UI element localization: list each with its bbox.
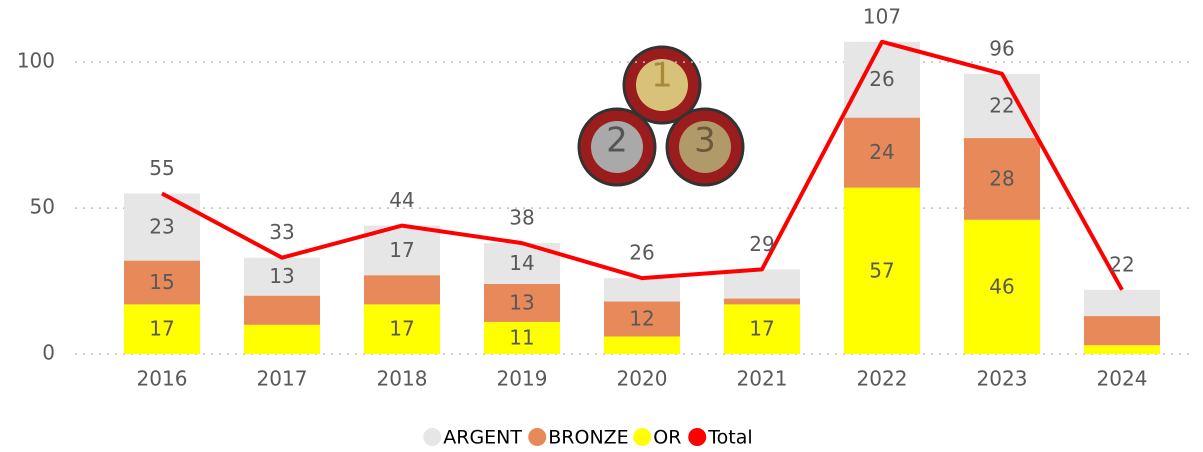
x-tick-label: 2022 [857, 367, 908, 391]
total-label: 29 [749, 232, 774, 256]
bar-segment [724, 269, 800, 298]
data-label: 17 [149, 317, 174, 341]
x-tick-label: 2021 [737, 367, 788, 391]
data-label: 46 [989, 274, 1014, 298]
data-label: 17 [389, 317, 414, 341]
legend-swatch [423, 428, 441, 446]
total-label: 107 [863, 4, 901, 28]
bar-segment [1084, 290, 1160, 316]
svg-text:1: 1 [651, 56, 673, 96]
bar-segment [604, 278, 680, 301]
legend-label: ARGENT [443, 427, 522, 449]
legend-label: Total [707, 427, 752, 449]
data-label: 57 [869, 258, 894, 282]
data-label: 13 [269, 264, 294, 288]
x-tick-label: 2016 [137, 367, 188, 391]
total-label: 26 [629, 241, 654, 265]
data-label: 17 [749, 317, 774, 341]
data-label: 23 [149, 215, 174, 239]
data-label: 22 [989, 93, 1014, 117]
data-label: 14 [509, 251, 534, 275]
svg-text:2: 2 [606, 121, 628, 161]
data-label: 28 [989, 166, 1014, 190]
data-label: 13 [509, 290, 534, 314]
legend-label: BRONZE [548, 427, 628, 449]
total-label: 38 [509, 206, 534, 230]
chart: 1 2 3 ARGENTBRONZEORTotal 05010020161715… [0, 0, 1203, 452]
legend-swatch [633, 428, 651, 446]
svg-text:3: 3 [694, 121, 716, 161]
bar-segment [364, 275, 440, 304]
total-label: 55 [149, 156, 174, 180]
x-tick-label: 2023 [977, 367, 1028, 391]
x-tick-label: 2018 [377, 367, 428, 391]
legend-swatch [528, 428, 546, 446]
x-tick-label: 2017 [257, 367, 308, 391]
total-label: 22 [1109, 252, 1134, 276]
y-tick-label: 100 [17, 49, 55, 73]
data-label: 11 [509, 325, 534, 349]
total-label: 44 [389, 188, 414, 212]
bar-segment [244, 296, 320, 325]
legend-swatch [688, 428, 706, 446]
bar-segment [244, 325, 320, 354]
total-label: 96 [989, 36, 1014, 60]
bar-segment [1084, 316, 1160, 345]
legend: ARGENT BRONZE OR Total [423, 427, 752, 449]
data-label: 12 [629, 306, 654, 330]
y-tick-label: 50 [30, 195, 55, 219]
medals-illustration: 1 2 3 [579, 47, 743, 185]
bar-segment [1084, 345, 1160, 354]
bar-segment [604, 336, 680, 354]
data-label: 26 [869, 67, 894, 91]
data-label: 24 [869, 140, 894, 164]
x-tick-label: 2024 [1097, 367, 1148, 391]
legend-label: OR [653, 427, 681, 449]
x-tick-label: 2019 [497, 367, 548, 391]
bar-segment [724, 299, 800, 305]
data-label: 15 [149, 270, 174, 294]
total-label: 33 [269, 220, 294, 244]
y-tick-label: 0 [42, 341, 55, 365]
x-tick-label: 2020 [617, 367, 668, 391]
data-label: 17 [389, 238, 414, 262]
